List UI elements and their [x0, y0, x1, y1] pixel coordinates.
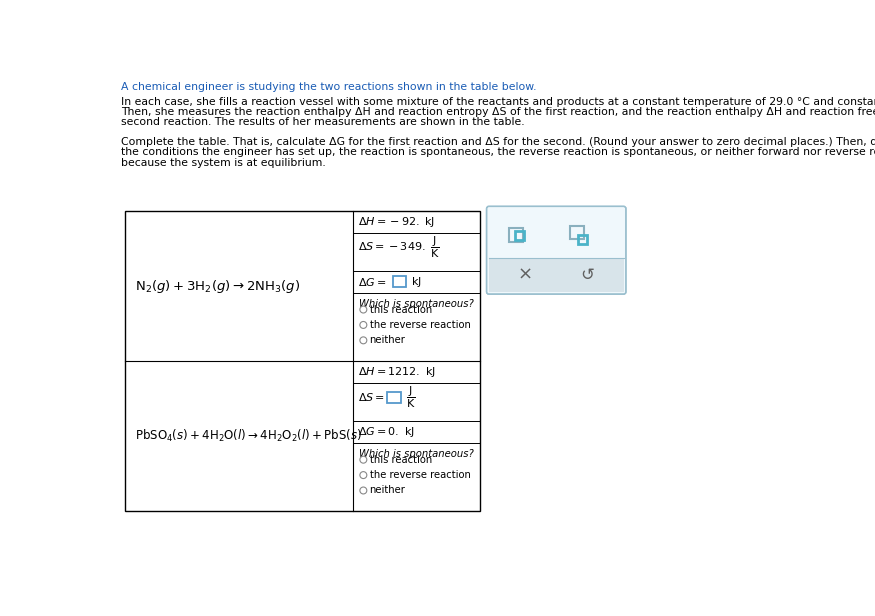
- Text: $\dfrac{\mathrm{J}}{\mathrm{K}}$: $\dfrac{\mathrm{J}}{\mathrm{K}}$: [406, 384, 416, 410]
- Text: neither: neither: [369, 335, 405, 346]
- Text: this reaction: this reaction: [369, 455, 431, 464]
- Bar: [570, 225, 584, 240]
- Text: $\Delta S =$: $\Delta S =$: [358, 391, 385, 403]
- Text: ↺: ↺: [580, 266, 594, 284]
- Text: $\Delta H = 1212.\ \mathrm{kJ}$: $\Delta H = 1212.\ \mathrm{kJ}$: [358, 365, 436, 379]
- Bar: [125, 211, 480, 511]
- Text: Then, she measures the reaction enthalpy ΔH and reaction entropy ΔS of the first: Then, she measures the reaction enthalpy…: [121, 107, 875, 117]
- Bar: [509, 228, 522, 241]
- Text: In each case, she fills a reaction vessel with some mixture of the reactants and: In each case, she fills a reaction vesse…: [121, 97, 875, 107]
- Text: $\mathrm{PbSO_4(\mathit{s}) + 4H_2O(\mathit{l}) \rightarrow 4H_2O_2(\mathit{l}) : $\mathrm{PbSO_4(\mathit{s}) + 4H_2O(\mat…: [135, 428, 361, 444]
- Text: $\mathrm{N_2(\mathit{g}) + 3H_2(\mathit{g}) \rightarrow 2NH_3(\mathit{g})}$: $\mathrm{N_2(\mathit{g}) + 3H_2(\mathit{…: [135, 278, 300, 294]
- Text: $\Delta G =$: $\Delta G =$: [358, 276, 387, 288]
- Text: A chemical engineer is studying the two reactions shown in the table below.: A chemical engineer is studying the two …: [121, 81, 536, 92]
- Text: ×: ×: [518, 266, 533, 284]
- Text: $\Delta G = 0.\ \mathrm{kJ}$: $\Delta G = 0.\ \mathrm{kJ}$: [358, 425, 415, 439]
- Text: $\mathrm{kJ}$: $\mathrm{kJ}$: [411, 275, 422, 289]
- Bar: [393, 277, 407, 287]
- Text: $\Delta H = -92.\ \mathrm{kJ}$: $\Delta H = -92.\ \mathrm{kJ}$: [358, 215, 435, 229]
- Text: the reverse reaction: the reverse reaction: [369, 470, 471, 480]
- Text: Which is spontaneous?: Which is spontaneous?: [359, 299, 473, 309]
- Text: Which is spontaneous?: Which is spontaneous?: [359, 449, 473, 459]
- Text: second reaction. The results of her measurements are shown in the table.: second reaction. The results of her meas…: [121, 118, 524, 128]
- Bar: [578, 235, 587, 244]
- Text: because the system is at equilibrium.: because the system is at equilibrium.: [121, 158, 326, 168]
- FancyBboxPatch shape: [487, 206, 626, 294]
- Bar: [388, 392, 401, 403]
- Text: Complete the table. That is, calculate ΔG for the first reaction and ΔS for the : Complete the table. That is, calculate Δ…: [121, 137, 875, 147]
- Text: the conditions the engineer has set up, the reaction is spontaneous, the reverse: the conditions the engineer has set up, …: [121, 147, 875, 158]
- Text: this reaction: this reaction: [369, 304, 431, 315]
- Text: $\Delta S = -349.\ \dfrac{\mathrm{J}}{\mathrm{K}}$: $\Delta S = -349.\ \dfrac{\mathrm{J}}{\m…: [358, 235, 440, 260]
- Bar: [489, 258, 624, 292]
- Text: neither: neither: [369, 485, 405, 495]
- Bar: [515, 231, 524, 240]
- Text: the reverse reaction: the reverse reaction: [369, 320, 471, 330]
